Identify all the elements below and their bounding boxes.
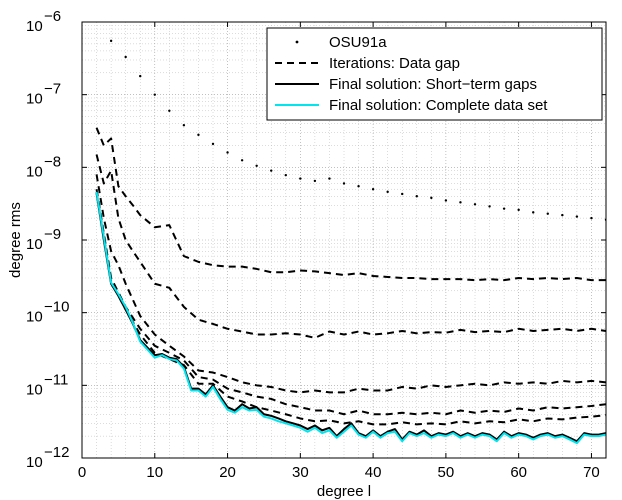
y-tick-label: 10−8: [26, 153, 61, 180]
legend-label: Final solution: Short−term gaps: [329, 76, 537, 93]
y-tick-exponent: −10: [44, 299, 69, 316]
data-point: [328, 177, 331, 180]
data-point: [371, 188, 375, 191]
legend-swatch: [295, 40, 299, 44]
y-tick-label: 10−12: [26, 444, 69, 471]
legend-entry: Iterations: Data gap: [275, 55, 460, 72]
legend-entry: OSU91a: [295, 34, 387, 51]
series-line-7: [95, 191, 606, 445]
data-point: [444, 199, 448, 202]
data-point: [284, 173, 287, 177]
legend-entry: Final solution: Complete data set: [275, 97, 548, 114]
y-tick-label: 10−11: [26, 371, 68, 398]
data-point: [561, 213, 564, 217]
data-point: [255, 164, 258, 167]
y-tick-base: 10: [26, 454, 43, 471]
y-tick-exponent: −6: [44, 8, 61, 25]
data-point: [139, 74, 142, 78]
legend-box: [266, 27, 603, 121]
legend: OSU91a Iterations: Data gap Final solution…: [266, 27, 603, 121]
series-iteration-line: [95, 189, 606, 416]
series-osu91a: [109, 39, 606, 221]
y-tick-exponent: −8: [44, 153, 61, 170]
data-point: [546, 212, 549, 215]
x-axis-label: degree l: [317, 483, 371, 500]
y-tick-exponent: −12: [44, 444, 69, 461]
data-point: [299, 177, 302, 180]
data-point: [415, 195, 418, 198]
y-tick-exponent: −7: [44, 81, 61, 98]
data-point: [197, 133, 200, 137]
data-point: [575, 215, 579, 218]
y-tick-base: 10: [26, 91, 43, 108]
y-tick-base: 10: [26, 18, 43, 35]
data-point: [502, 207, 506, 210]
legend-label: Final solution: Complete data set: [329, 97, 548, 114]
data-point: [459, 201, 462, 204]
x-tick-label: 0: [78, 464, 86, 481]
series-layer: [95, 39, 606, 445]
y-tick-exponent: −9: [44, 226, 61, 243]
data-point: [357, 185, 360, 188]
data-point: [168, 109, 171, 112]
y-tick-label: 10−9: [26, 226, 61, 253]
data-point: [153, 93, 156, 96]
y-axis-label: degree rms: [7, 202, 24, 278]
x-tick-label: 20: [219, 464, 236, 481]
x-tick-label: 70: [583, 464, 600, 481]
x-tick-label: 40: [365, 464, 382, 481]
y-tick-label: 10−6: [26, 8, 61, 35]
series-iteration-line: [95, 174, 606, 394]
data-point: [182, 124, 186, 127]
legend-label: Iterations: Data gap: [329, 55, 460, 72]
y-tick-label: 10−7: [26, 81, 61, 108]
y-tick-base: 10: [26, 163, 43, 180]
ticks: 0 10 20 30 40 50 60 7010−1210−1110−1010−910−810…: [26, 8, 606, 481]
data-point: [386, 190, 389, 194]
y-tick-base: 10: [26, 381, 43, 398]
data-point: [488, 205, 491, 208]
series-line-6: [95, 193, 606, 443]
data-point: [226, 151, 229, 154]
legend-entry: Final solution: Short−term gaps: [275, 76, 537, 93]
y-tick-label: 10−10: [26, 299, 69, 326]
data-point: [342, 182, 346, 185]
x-tick-label: 60: [510, 464, 527, 481]
y-tick-exponent: −11: [44, 371, 68, 388]
data-point: [313, 179, 317, 183]
data-point: [109, 39, 113, 43]
data-point: [124, 55, 127, 59]
data-point: [473, 203, 477, 206]
series-iteration-line: [95, 154, 606, 339]
data-point: [590, 216, 593, 220]
x-tick-label: 10: [146, 464, 163, 481]
legend-label: OSU91a: [329, 34, 387, 51]
data-point: [211, 142, 215, 146]
x-tick-label: 50: [438, 464, 455, 481]
data-point: [240, 159, 244, 162]
data-point: [270, 169, 273, 172]
series-iteration-line: [95, 127, 606, 282]
y-tick-base: 10: [26, 309, 43, 326]
y-tick-base: 10: [26, 236, 43, 253]
data-point: [532, 211, 535, 214]
data-point: [517, 208, 520, 212]
data-point: [401, 192, 404, 196]
data-point: [430, 196, 433, 200]
x-tick-label: 30: [292, 464, 309, 481]
